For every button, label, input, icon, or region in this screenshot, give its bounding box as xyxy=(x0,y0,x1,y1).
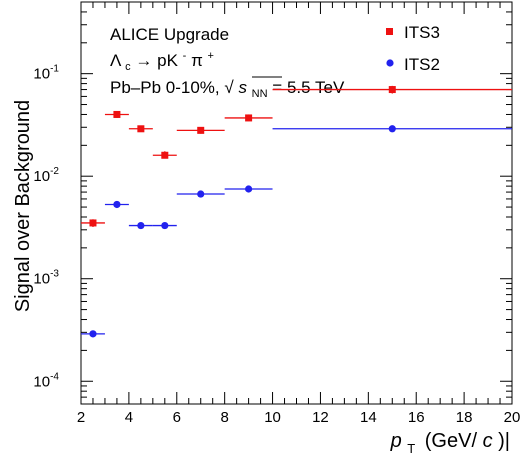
its3-point xyxy=(137,125,144,132)
x-axis-label-unit-open: (GeV/ xyxy=(425,430,478,452)
annotation-s: s xyxy=(238,78,247,97)
x-tick-label: 14 xyxy=(360,409,377,426)
x-tick-label: 8 xyxy=(220,409,228,426)
x-tick-label: 12 xyxy=(312,409,329,426)
its2-point xyxy=(137,222,144,229)
annotation-sup-minus: - xyxy=(183,50,187,62)
its3-point xyxy=(197,127,204,134)
y-tick-base: 10 xyxy=(33,373,50,390)
x-tick-label: 16 xyxy=(408,409,425,426)
y-tick-exponent: -2 xyxy=(50,166,59,177)
annotation-energy: = 5.5 TeV xyxy=(272,78,345,97)
its3-point xyxy=(161,152,168,159)
its3-point xyxy=(245,114,252,121)
x-axis-label-unit-close: )| xyxy=(498,430,510,452)
y-tick-label: 10-2 xyxy=(33,166,59,185)
its2-point xyxy=(197,190,204,197)
annotation-s-sub: NN xyxy=(252,88,268,100)
x-axis-label-unit-c: c xyxy=(483,430,493,452)
y-tick-base: 10 xyxy=(33,168,50,185)
legend-label-its3: ITS3 xyxy=(404,23,440,42)
annotation-line-1: ALICE Upgrade xyxy=(110,25,229,44)
x-tick-label: 18 xyxy=(456,409,473,426)
y-tick-base: 10 xyxy=(33,66,50,83)
y-tick-label: 10-4 xyxy=(33,371,59,390)
x-axis-label-p: p xyxy=(390,430,402,452)
annotation-lambda-sub: c xyxy=(125,61,131,73)
annotation-decay: → pK xyxy=(135,51,178,70)
annotation-sup-plus: + xyxy=(208,50,214,62)
data-marks xyxy=(81,86,512,338)
legend-marker-its2 xyxy=(386,59,393,66)
its3-point xyxy=(89,219,96,226)
y-axis: 10-410-310-210-11 xyxy=(33,0,512,404)
y-tick-label: 10-3 xyxy=(33,269,59,288)
x-tick-label: 10 xyxy=(264,409,281,426)
y-tick-exponent: -3 xyxy=(50,269,59,280)
annotation-pi: π xyxy=(191,51,203,70)
x-tick-label: 6 xyxy=(173,409,181,426)
y-tick-label: 10-1 xyxy=(33,64,59,83)
y-tick-exponent: -1 xyxy=(50,64,59,75)
annotation-line-2: Λ c → pK - π + xyxy=(110,44,214,74)
legend-marker-its3 xyxy=(386,28,393,35)
x-axis-label: p T (GeV/ c )| xyxy=(390,430,510,458)
legend-label-its2: ITS2 xyxy=(404,55,440,74)
its2-point xyxy=(245,185,252,192)
its3-point xyxy=(113,111,120,118)
annotation-system: Pb–Pb 0-10%, xyxy=(110,78,224,97)
x-tick-label: 20 xyxy=(504,409,521,426)
annotation-sqrt: √ xyxy=(224,78,234,97)
y-axis-label: Signal over Background xyxy=(12,100,34,312)
its2-point xyxy=(113,201,120,208)
x-tick-label: 4 xyxy=(125,409,133,426)
its2-point xyxy=(89,330,96,337)
x-axis-label-sub: T xyxy=(407,441,415,456)
legend: ITS3 ITS2 xyxy=(386,23,440,74)
its3-point xyxy=(389,86,396,93)
annotation-lambda: Λ xyxy=(110,51,122,70)
its2-point xyxy=(389,125,396,132)
y-tick-base: 10 xyxy=(33,271,50,288)
its2-point xyxy=(161,222,168,229)
y-tick-exponent: -4 xyxy=(50,371,59,382)
x-tick-label: 2 xyxy=(77,409,85,426)
